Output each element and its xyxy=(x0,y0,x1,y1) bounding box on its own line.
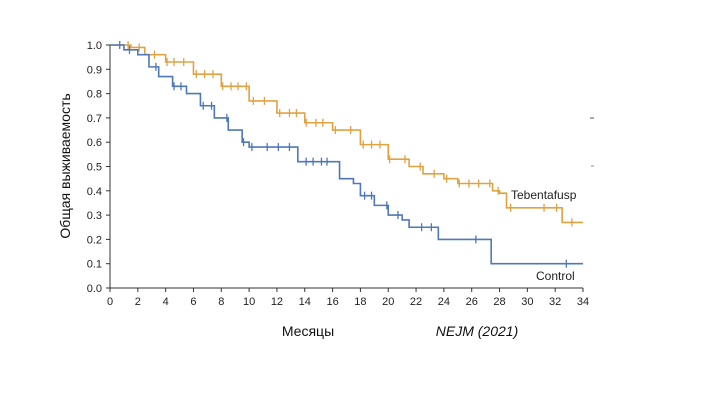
x-tick-label: 6 xyxy=(190,296,196,308)
y-tick-label: 0.4 xyxy=(87,186,102,198)
x-axis-title: Месяцы xyxy=(282,323,334,339)
x-tick-label: 22 xyxy=(410,296,422,308)
y-axis-title: Общая выживаемость xyxy=(57,93,73,238)
y-tick-label: 0.6 xyxy=(87,137,102,149)
x-tick-label: 24 xyxy=(438,296,450,308)
series-line-control xyxy=(110,44,583,265)
y-tick-label: 1.0 xyxy=(87,40,102,52)
x-tick-label: 30 xyxy=(521,296,533,308)
x-tick-label: 34 xyxy=(577,296,589,308)
y-tick-label: 0.3 xyxy=(87,210,102,222)
y-tick-label: 0.0 xyxy=(87,283,102,295)
x-tick-label: 20 xyxy=(382,296,394,308)
x-tick-label: 16 xyxy=(326,296,338,308)
y-tick-label: 0.9 xyxy=(87,64,102,76)
x-tick-label: 8 xyxy=(218,296,224,308)
y-tick-label: 0.2 xyxy=(87,234,102,246)
x-tick-label: 0 xyxy=(107,296,113,308)
series-line-tebentafusp xyxy=(110,44,583,224)
source-label: NEJM (2021) xyxy=(436,323,518,339)
x-tick-label: 10 xyxy=(243,296,255,308)
x-tick-label: 12 xyxy=(271,296,283,308)
y-tick-label: 0.1 xyxy=(87,259,102,271)
x-tick-label: 26 xyxy=(466,296,478,308)
x-tick-label: 2 xyxy=(135,296,141,308)
x-tick-label: 4 xyxy=(163,296,169,308)
series-label-tebentafusp: Tebentafusp xyxy=(511,188,577,202)
x-tick-label: 28 xyxy=(493,296,505,308)
y-tick-label: 0.7 xyxy=(87,113,102,125)
x-tick-label: 18 xyxy=(354,296,366,308)
y-tick-label: 0.5 xyxy=(87,162,102,174)
x-ticks: 0 2 4 6 8 10 12 14 16 18 20 22 24 26 28 30 32 34 xyxy=(107,288,589,308)
x-tick-label: 14 xyxy=(299,296,311,308)
series-layer xyxy=(110,41,583,268)
x-tick-label: 32 xyxy=(549,296,561,308)
series-label-control: Control xyxy=(536,269,575,283)
y-tick-label: 0.8 xyxy=(87,89,102,101)
axes xyxy=(109,45,583,289)
y-ticks: 0.0 0.1 0.2 0.3 0.4 0.5 0.6 0.7 0.8 0.9 1.0 xyxy=(87,40,110,295)
